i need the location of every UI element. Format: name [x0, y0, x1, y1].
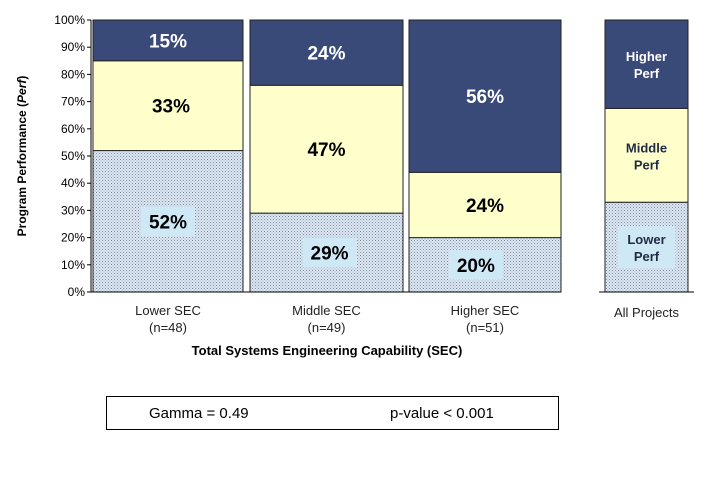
- all-projects-label-box: [617, 226, 676, 269]
- data-label: 52%: [149, 212, 187, 233]
- y-tick-label: 90%: [61, 40, 85, 54]
- data-label: 24%: [466, 196, 504, 217]
- data-label: 56%: [466, 87, 504, 108]
- x-tick-label: Middle SEC: [292, 303, 361, 318]
- all-projects-label: Middle: [626, 140, 667, 155]
- y-tick-label: 40%: [61, 176, 85, 190]
- bar-higher-3: [408, 19, 562, 173]
- y-tick-label: 80%: [61, 67, 85, 81]
- data-label: 29%: [311, 244, 349, 265]
- bar-middle-1: [92, 60, 244, 152]
- y-tick-label: 60%: [61, 122, 85, 136]
- data-label-box: [302, 237, 357, 268]
- all-projects-label: Perf: [634, 157, 660, 172]
- data-label: 47%: [307, 140, 345, 161]
- data-label-box: [141, 206, 195, 237]
- gamma-value: Gamma = 0.49: [149, 405, 249, 422]
- all-projects-label: Lower: [627, 232, 665, 247]
- all-projects-label: Higher: [626, 49, 667, 64]
- x-tick-n: (n=49): [308, 320, 346, 335]
- x-axis-label: Total Systems Engineering Capability (SE…: [192, 343, 463, 358]
- statistics-box: Gamma = 0.49 p-value < 0.001: [106, 396, 559, 430]
- y-tick-label: 20%: [61, 231, 85, 245]
- all-projects-middle: [604, 107, 689, 203]
- all-projects-tick-label: All Projects: [614, 305, 680, 320]
- stacked-bar-chart: 0% 10% 20% 30% 40% 50% 60% 70% 80% 90% 100% Program…: [15, 13, 694, 358]
- y-tick-label: 10%: [61, 258, 85, 272]
- all-projects-label: Perf: [634, 249, 660, 264]
- x-tick-n: (n=51): [466, 320, 504, 335]
- all-projects-label: Perf: [634, 66, 660, 81]
- y-tick-label: 30%: [61, 203, 85, 217]
- p-value: p-value < 0.001: [390, 405, 494, 422]
- y-tick-label: 0%: [68, 285, 86, 299]
- bar-middle-3: [408, 171, 562, 239]
- bar-higher-2: [249, 19, 404, 86]
- data-label-box: [448, 249, 503, 280]
- x-tick-label: Higher SEC: [451, 303, 520, 318]
- x-tick-n: (n=48): [149, 320, 187, 335]
- data-label: 24%: [307, 44, 345, 65]
- x-tick-label: Lower SEC: [135, 303, 201, 318]
- all-projects-higher: [604, 19, 689, 109]
- y-tick-label: 50%: [61, 149, 85, 163]
- bar-middle-2: [249, 84, 404, 214]
- y-tick-label: 70%: [61, 95, 85, 109]
- data-label: 15%: [149, 31, 187, 52]
- y-tick-label: 100%: [54, 13, 85, 27]
- y-axis-label: Program Performance (Perf): [15, 76, 29, 237]
- data-label: 33%: [152, 97, 190, 118]
- data-label: 20%: [457, 256, 495, 277]
- bar-higher-1: [92, 19, 244, 62]
